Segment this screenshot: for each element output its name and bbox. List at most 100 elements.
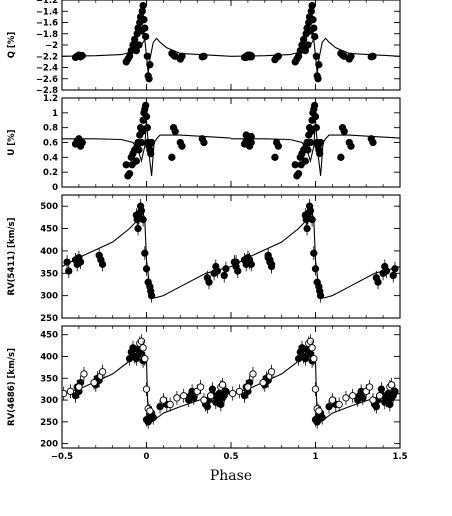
data-point-open [137,337,146,345]
y-axis-title: Q [%] [7,32,17,59]
data-point-open [259,378,267,387]
y-tick-label: 1.2 [43,94,58,104]
data-point-filled [146,61,154,69]
y-axis-title: RV(5411) [km/s] [7,217,17,295]
y-tick-label: −1.8 [36,30,58,40]
data-point-open [311,385,320,393]
data-point-filled [274,52,282,60]
data-point-filled [142,32,150,41]
y-tick-label: −1.4 [36,7,58,17]
data-point-open [180,392,188,400]
data-point-filled [316,149,324,158]
data-point-filled [63,258,71,266]
y-tick-label: −1.2 [36,0,58,6]
data-point-filled [310,24,318,32]
panel-3-data [62,199,440,303]
data-point-filled [178,142,186,150]
y-tick-label: −2.4 [36,64,58,74]
data-point-open [349,392,357,400]
data-point-filled [415,52,421,58]
data-point-open [90,378,98,387]
data-point-filled [309,16,317,24]
data-point-filled [377,385,386,393]
data-point-open [306,337,315,345]
data-point-filled [141,24,149,32]
data-point-filled [140,16,148,24]
data-point-filled [139,1,147,10]
y-tick-label: −2.8 [36,86,58,96]
data-point-open [249,370,257,378]
data-point-filled [442,54,448,60]
data-point-filled [304,41,312,49]
data-point-filled [417,133,423,139]
data-point-filled [200,52,208,60]
model-curve [230,211,400,299]
data-point-filled [417,54,423,60]
data-point-filled [312,124,320,132]
y-tick-label: −2.6 [36,75,58,85]
data-point-open [235,387,244,396]
data-point-filled [171,127,179,136]
data-point-filled [147,291,156,300]
data-point-open [139,344,147,352]
y-tick-label: 0 [52,183,58,193]
data-point-filled [306,207,315,215]
x-tick-label: 0 [144,452,150,462]
data-point-filled [415,257,421,263]
data-point-filled [143,124,151,132]
data-point-filled [301,355,310,363]
y-tick-label: −2 [45,41,58,51]
data-point-filled [414,136,420,142]
data-point-filled [315,61,323,69]
data-point-filled [178,52,186,60]
data-point-filled [369,52,377,60]
data-point-filled [325,402,333,411]
model-curve [62,211,232,299]
data-point-filled [318,413,326,422]
data-point-filled [200,138,208,147]
data-point-filled [434,254,440,260]
data-point-filled [316,138,325,147]
data-point-filled [441,56,447,62]
data-point-open [141,355,149,363]
data-point-filled [190,394,198,402]
data-point-filled [141,249,149,257]
data-point-filled [76,258,85,266]
data-point-open [166,400,174,409]
data-point-filled [399,260,400,264]
data-point-filled [442,139,448,145]
data-point-open [244,383,252,391]
data-point-open [62,389,68,398]
y-axis-title: RV(4686) [km/s] [7,348,17,426]
y-tick-label: 500 [40,202,58,212]
data-point-filled [311,32,319,41]
panel-frame [61,194,401,319]
model-curve [231,120,400,176]
data-point-filled [139,215,147,224]
data-point-filled [291,161,299,169]
data-point-open [159,396,168,404]
data-point-filled [415,138,421,144]
data-point-filled [386,400,394,409]
data-point-filled [369,138,377,147]
data-point-filled [417,261,423,267]
data-point-filled [304,146,312,154]
panel-frame [61,325,401,449]
data-point-open [146,407,154,415]
data-point-filled [137,138,146,147]
data-point-open [365,383,374,391]
data-point-filled [142,112,151,121]
panel-1: −2.8−2.6−2.4 −2.2−2−1.8−1.6 −1.4−1.2 Q [%] [7,0,448,96]
data-point-filled [220,271,228,280]
data-point-filled [412,54,418,60]
data-point-filled [347,52,355,60]
data-point-filled [402,263,408,269]
data-point-filled [247,132,255,141]
data-point-filled [314,75,322,83]
data-point-open [229,389,237,398]
data-point-filled [65,267,73,275]
data-point-filled [132,157,141,165]
data-point-open [142,385,151,393]
data-point-filled [145,75,153,83]
